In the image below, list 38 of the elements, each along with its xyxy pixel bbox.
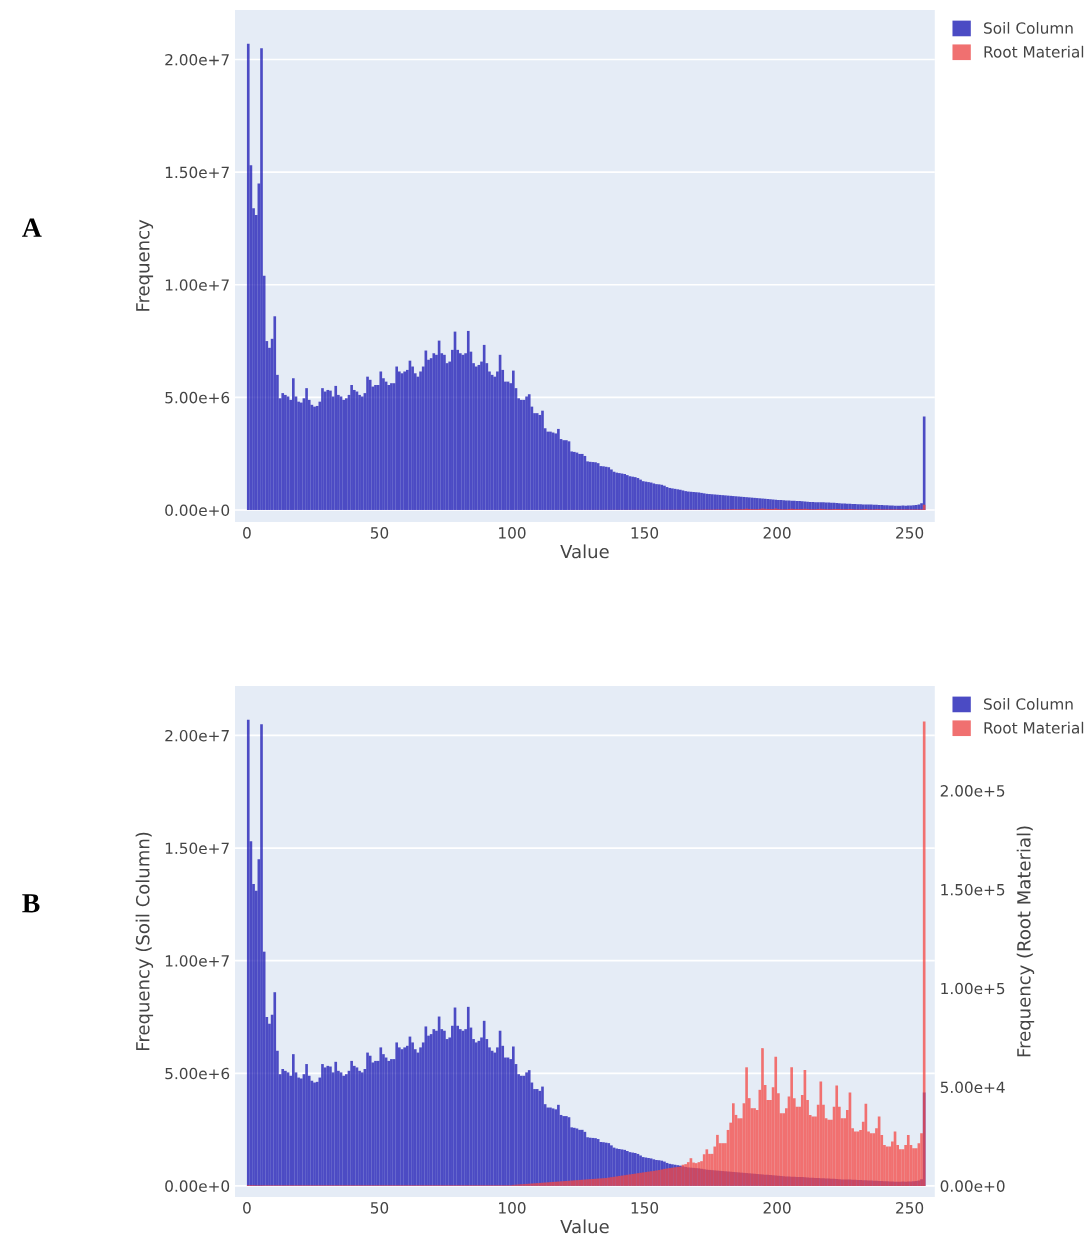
- y2-tick-label: 1.00e+5: [941, 982, 1005, 995]
- y-tick-label: 5.00e+6: [165, 1067, 230, 1080]
- y2-axis-title: Frequency (Root Material): [1016, 826, 1035, 1057]
- y-tick-label: 1.50e+7: [165, 166, 229, 179]
- legend-label: Root Material: [984, 45, 1084, 58]
- x-tick-label: 250: [896, 527, 924, 539]
- y-tick-label: 2.00e+7: [165, 729, 229, 742]
- y2-tick-label: 5.00e+4: [940, 1081, 1005, 1094]
- y-axis-title: Frequency: [136, 219, 154, 311]
- y-tick-label: 1.00e+7: [165, 955, 229, 967]
- x-tick-label: 250: [896, 1202, 924, 1214]
- x-axis-title: Value: [560, 1219, 609, 1234]
- text: A: [22, 218, 42, 237]
- y-tick-label: 1.00e+7: [165, 279, 229, 291]
- text: B: [22, 894, 40, 913]
- x-tick-label: 200: [763, 1202, 791, 1214]
- y-tick-label: 5.00e+6: [165, 391, 230, 404]
- x-tick-label: 200: [763, 527, 791, 539]
- x-tick-label: 50: [370, 1202, 389, 1214]
- y2-tick-label: 0.00e+0: [940, 1180, 1005, 1192]
- x-tick-label: 150: [631, 527, 659, 539]
- x-tick-label: 0: [243, 527, 251, 539]
- y-tick-label: 2.00e+7: [165, 53, 229, 66]
- y-axis-title: Frequency (Soil Column): [135, 832, 154, 1050]
- legend-label: Root Material: [984, 721, 1084, 734]
- x-axis-title: Value: [560, 544, 609, 559]
- x-tick-label: 100: [499, 527, 526, 539]
- y-tick-label: 0.00e+0: [165, 1180, 230, 1192]
- x-tick-label: 0: [243, 1202, 251, 1214]
- y2-tick-label: 1.50e+5: [941, 883, 1005, 896]
- y-tick-label: 1.50e+7: [165, 842, 229, 855]
- y-tick-label: 0.00e+0: [165, 504, 230, 517]
- x-tick-label: 100: [499, 1202, 526, 1214]
- legend-label: Soil Column: [984, 22, 1073, 34]
- x-tick-label: 50: [370, 527, 389, 539]
- x-tick-label: 150: [631, 1202, 659, 1214]
- y2-tick-label: 2.00e+5: [940, 785, 1005, 797]
- legend-label: Soil Column: [984, 697, 1073, 710]
